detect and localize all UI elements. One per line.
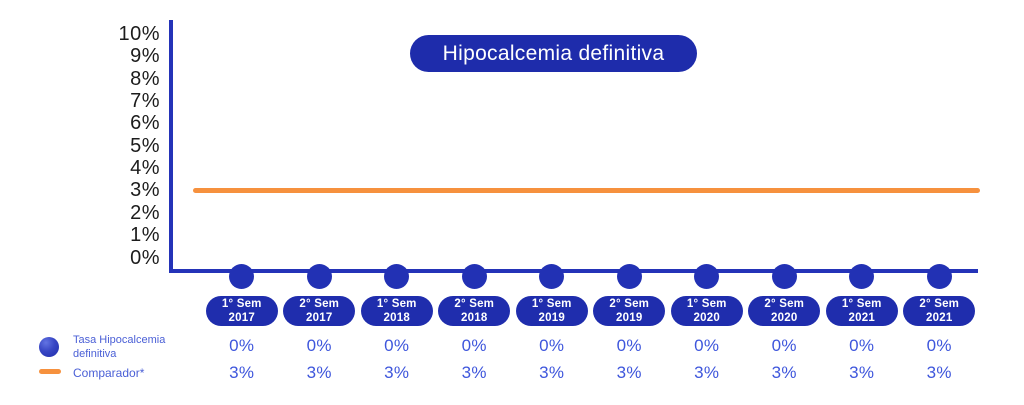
tasa-value: 0% — [849, 336, 875, 355]
chart-title: Hipocalcemia definitiva — [410, 35, 697, 72]
y-tick: 4% — [130, 157, 160, 179]
y-tick: 7% — [130, 90, 160, 112]
y-tick: 0% — [130, 247, 160, 269]
data-point-marker — [926, 263, 952, 289]
x-category-year: 2021 — [926, 312, 953, 324]
data-point-marker — [771, 263, 797, 289]
x-category-sem: 2° Sem — [609, 297, 650, 310]
tasa-value: 0% — [384, 336, 410, 355]
data-point-marker — [539, 263, 565, 289]
x-category-year: 2018 — [383, 312, 410, 324]
tasa-value: 0% — [229, 336, 255, 355]
data-point-marker — [384, 263, 410, 289]
y-tick: 10% — [118, 23, 160, 45]
x-category-sem: 2° Sem — [299, 297, 340, 310]
x-category-pill: 1° Sem 2020 — [670, 296, 743, 326]
data-point-marker — [616, 263, 642, 289]
x-category-pill: 2° Sem 2021 — [903, 296, 976, 326]
comparador-series-dash-icon — [39, 369, 61, 374]
x-axis-category-labels: 1° Sem 2017 2° Sem 2017 1° Sem 2018 2° Sem 2… — [203, 296, 978, 326]
data-point-marker — [849, 263, 875, 289]
comparador-legend-label: Comparador* — [73, 366, 145, 380]
x-category-pill: 2° Sem 2019 — [593, 296, 666, 326]
x-category-sem: 1° Sem — [686, 297, 727, 310]
x-category-pill: 2° Sem 2020 — [748, 296, 821, 326]
y-axis-line — [169, 20, 173, 273]
comparador-value: 3% — [539, 363, 565, 382]
comparador-value: 3% — [306, 363, 332, 382]
y-tick: 5% — [130, 135, 160, 157]
y-axis-tick-labels: 10% 9% 8% 7% 6% 5% 4% 3% 2% 1% 0% — [58, 0, 160, 300]
comparador-value: 3% — [616, 363, 642, 382]
data-points-row — [203, 263, 978, 289]
comparator-line — [193, 188, 980, 193]
comparador-value: 3% — [771, 363, 797, 382]
x-category-sem: 1° Sem — [376, 297, 417, 310]
x-category-sem: 1° Sem — [531, 297, 572, 310]
tasa-values-row: 0% 0% 0% 0% 0% 0% 0% 0% 0% 0% — [203, 336, 978, 356]
x-category-year: 2019 — [616, 312, 643, 324]
tasa-legend-label-line1: Tasa Hipocalcemia — [73, 334, 166, 346]
x-category-sem: 2° Sem — [919, 297, 960, 310]
data-point-marker — [461, 263, 487, 289]
x-category-sem: 1° Sem — [841, 297, 882, 310]
comparador-values-row: 3% 3% 3% 3% 3% 3% 3% 3% 3% 3% — [203, 363, 978, 383]
data-point-marker — [306, 263, 332, 289]
comparador-value: 3% — [384, 363, 410, 382]
y-tick: 8% — [130, 68, 160, 90]
comparador-value: 3% — [849, 363, 875, 382]
x-category-sem: 2° Sem — [454, 297, 495, 310]
data-point-marker — [694, 263, 720, 289]
y-tick: 2% — [130, 202, 160, 224]
y-tick: 3% — [130, 179, 160, 201]
tasa-value: 0% — [539, 336, 565, 355]
tasa-value: 0% — [694, 336, 720, 355]
x-category-year: 2020 — [693, 312, 720, 324]
x-category-year: 2017 — [306, 312, 333, 324]
x-category-year: 2017 — [228, 312, 255, 324]
x-category-pill: 2° Sem 2018 — [438, 296, 511, 326]
y-tick: 6% — [130, 112, 160, 134]
tasa-value: 0% — [461, 336, 487, 355]
x-category-sem: 2° Sem — [764, 297, 805, 310]
tasa-legend-label: Tasa Hipocalcemia definitiva — [73, 333, 165, 362]
comparador-value: 3% — [229, 363, 255, 382]
x-category-pill: 1° Sem 2019 — [515, 296, 588, 326]
comparador-value: 3% — [461, 363, 487, 382]
comparador-value: 3% — [926, 363, 952, 382]
y-tick: 9% — [130, 45, 160, 67]
x-category-year: 2020 — [771, 312, 798, 324]
y-tick: 1% — [130, 224, 160, 246]
tasa-series-marker-icon — [39, 337, 59, 357]
tasa-value: 0% — [771, 336, 797, 355]
x-category-year: 2019 — [538, 312, 565, 324]
x-axis-line — [169, 269, 978, 273]
comparador-value: 3% — [694, 363, 720, 382]
data-point-marker — [229, 263, 255, 289]
x-category-sem: 1° Sem — [221, 297, 262, 310]
x-category-pill: 2° Sem 2017 — [283, 296, 356, 326]
tasa-value: 0% — [306, 336, 332, 355]
tasa-legend-label-line2: definitiva — [73, 348, 117, 361]
tasa-value: 0% — [616, 336, 642, 355]
x-category-year: 2018 — [461, 312, 488, 324]
x-category-pill: 1° Sem 2017 — [205, 296, 278, 326]
x-category-year: 2021 — [848, 312, 875, 324]
tasa-value: 0% — [926, 336, 952, 355]
x-category-pill: 1° Sem 2018 — [360, 296, 433, 326]
x-category-pill: 1° Sem 2021 — [825, 296, 898, 326]
